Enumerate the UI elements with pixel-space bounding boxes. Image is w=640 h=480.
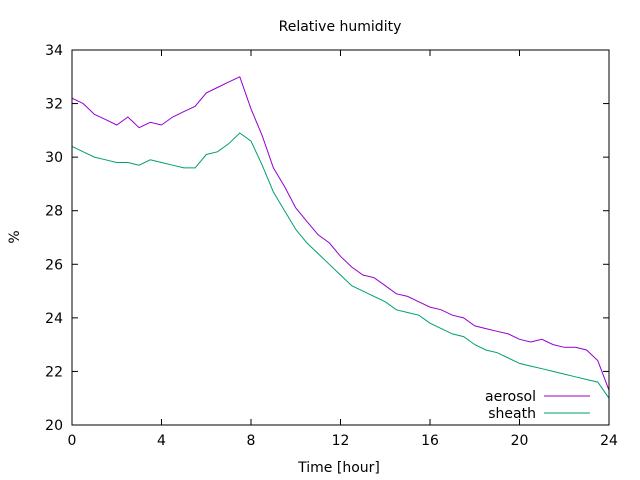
y-tick-label: 30 [45, 150, 63, 166]
x-tick-label: 16 [421, 433, 439, 449]
x-tick-label: 12 [332, 433, 350, 449]
y-tick-label: 28 [45, 204, 63, 220]
y-tick-label: 22 [45, 364, 63, 380]
x-tick-label: 24 [600, 433, 618, 449]
y-tick-label: 26 [45, 257, 63, 273]
legend-label-aerosol: aerosol [485, 389, 536, 405]
y-tick-label: 20 [45, 418, 63, 434]
y-tick-label: 24 [45, 311, 63, 327]
x-tick-label: 0 [68, 433, 77, 449]
x-tick-label: 4 [157, 433, 166, 449]
y-tick-label: 32 [45, 97, 63, 113]
x-axis-label: Time [hour] [297, 460, 380, 476]
series-line-aerosol [71, 76, 610, 391]
chart-title: Relative humidity [279, 19, 402, 35]
y-axis-label: % [7, 230, 23, 243]
axes-layer: 0 4 8 12 16 20 24 20 22 24 26 28 30 32 34 [45, 43, 618, 449]
x-tick-label: 20 [511, 433, 529, 449]
legend-label-sheath: sheath [488, 406, 536, 422]
series-layer [71, 76, 610, 399]
x-tick-label: 8 [247, 433, 256, 449]
series-line-sheath [71, 132, 610, 399]
y-tick-label: 34 [45, 43, 63, 59]
